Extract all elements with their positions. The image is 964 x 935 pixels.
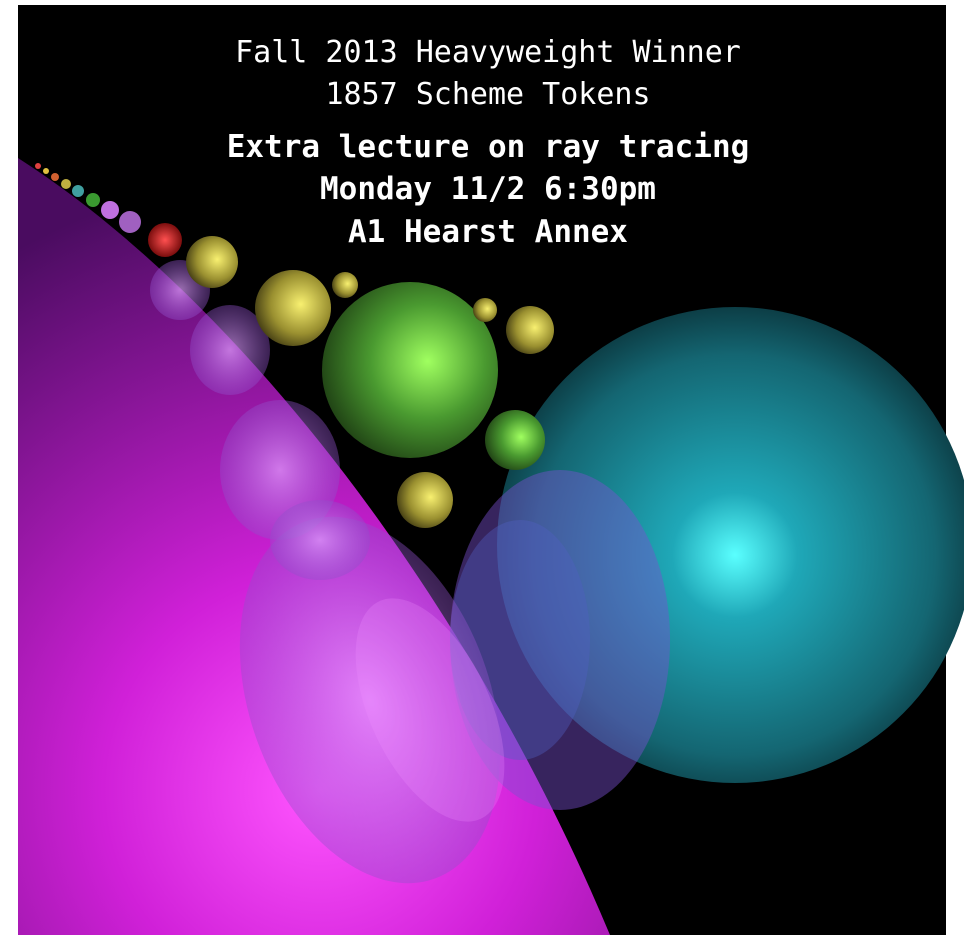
small-sphere (101, 201, 119, 219)
small-sphere (35, 163, 41, 169)
bubble (190, 305, 270, 395)
yellow-sphere (255, 270, 331, 346)
reflection (450, 470, 670, 810)
bubble (270, 500, 370, 580)
yellow-sphere (332, 272, 358, 298)
small-sphere (72, 185, 84, 197)
teal-sphere (497, 307, 964, 783)
red-sphere (148, 223, 182, 257)
caption-line: Fall 2013 Heavyweight Winner (235, 35, 741, 70)
small-sphere (119, 211, 141, 233)
reflection (239, 516, 501, 884)
green-sphere (485, 410, 545, 470)
reflection (355, 598, 505, 822)
yellow-sphere (473, 298, 497, 322)
yellow-sphere (397, 472, 453, 528)
yellow-sphere (506, 306, 554, 354)
announcement-line: Monday 11/2 6:30pm (320, 171, 656, 207)
small-sphere (86, 193, 100, 207)
green-sphere (322, 282, 498, 458)
small-sphere (61, 179, 71, 189)
small-sphere (51, 173, 59, 181)
announcement-line: A1 Hearst Annex (348, 214, 628, 250)
small-sphere (43, 168, 49, 174)
announcement-line: Extra lecture on ray tracing (227, 129, 750, 165)
yellow-sphere (186, 236, 238, 288)
caption-line: 1857 Scheme Tokens (325, 77, 650, 112)
